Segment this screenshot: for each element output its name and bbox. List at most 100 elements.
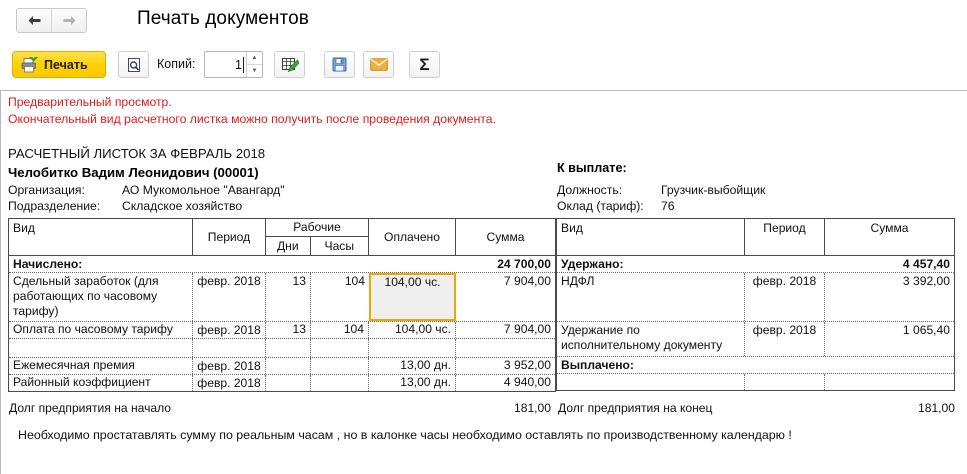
row-period: [745, 357, 825, 373]
printer-icon: [21, 56, 38, 72]
row-hours: [311, 358, 369, 374]
row-sum: 3 392,00: [902, 274, 950, 288]
copies-spinner-arrows[interactable]: ▲ ▼: [246, 52, 262, 77]
salary-rate-label: Оклад (тариф):: [557, 199, 644, 213]
save-button[interactable]: [324, 51, 355, 78]
row-period: февр. 2018: [193, 273, 266, 321]
row-period: февр. 2018: [193, 358, 266, 374]
table-row[interactable]: [9, 339, 555, 358]
row-type: [557, 374, 745, 390]
paid-out-label: Выплачено:: [561, 357, 634, 372]
header-period: Период: [745, 219, 825, 255]
table-row[interactable]: Оплата по часовому тарифу февр. 2018 13 …: [9, 322, 555, 339]
header-paid: Оплачено: [369, 219, 456, 255]
document-comment: Необходимо простатавлять сумму по реальн…: [18, 428, 792, 442]
row-period: февр. 2018: [745, 273, 825, 321]
preview-warning-line-2: Окончательный вид расчетного листка можн…: [8, 112, 496, 126]
to-pay-heading: К выплате:: [557, 161, 627, 175]
window-top-bar: Печать документов: [0, 0, 967, 44]
toolbar: Печать Копий: 1 ▲ ▼: [0, 44, 967, 90]
floppy-save-icon: [332, 57, 347, 72]
accruals-table[interactable]: Вид Период Рабочие Дни Часы Оплачено Сум…: [8, 218, 556, 392]
debt-end-value: 181,00: [918, 401, 955, 415]
back-arrow-icon: [28, 16, 40, 25]
row-paid: [369, 339, 456, 357]
department-value: Складское хозяйство: [122, 199, 243, 213]
row-type: [9, 339, 193, 357]
edit-table-pencil-icon: [281, 57, 299, 72]
table-row[interactable]: НДФЛ февр. 2018 3 392,00: [557, 273, 954, 322]
copies-spinner-down[interactable]: ▼: [247, 64, 262, 77]
navigation-buttons: [16, 8, 87, 33]
copies-input[interactable]: 1: [205, 52, 246, 77]
accruals-header-row: Вид Период Рабочие Дни Часы Оплачено Сум…: [9, 219, 555, 256]
row-type: Оплата по часовому тарифу: [9, 322, 193, 338]
preview-button[interactable]: [118, 51, 149, 78]
row-period: февр. 2018: [745, 322, 825, 356]
row-type: Ежемесячная премия: [9, 358, 193, 374]
row-period: [193, 339, 266, 357]
row-paid: 13,00 дн.: [369, 358, 456, 374]
row-days: [266, 339, 311, 357]
row-days: 13: [266, 322, 311, 338]
copies-stepper[interactable]: 1 ▲ ▼: [204, 51, 263, 78]
header-sum: Сумма: [870, 221, 909, 235]
row-hours: 104: [311, 322, 369, 338]
envelope-icon: [369, 58, 388, 71]
document-preview-pane[interactable]: Предварительный просмотр. Окончательный …: [0, 90, 967, 474]
debt-start-value: 181,00: [514, 401, 551, 415]
page-preview-icon: [127, 57, 140, 72]
table-row[interactable]: Удержание по исполнительному документу ф…: [557, 322, 954, 357]
table-row[interactable]: Районный коэффициент февр. 2018 13,00 дн…: [9, 375, 555, 391]
organization-value: АО Мукомольное "Авангард": [122, 183, 285, 197]
back-button[interactable]: [17, 9, 51, 32]
table-row[interactable]: Выплачено:: [557, 357, 954, 374]
row-sum: [825, 357, 954, 373]
row-hours: [311, 375, 369, 391]
sum-button[interactable]: Σ: [409, 51, 440, 78]
table-row[interactable]: [557, 374, 954, 390]
salary-rate-value: 76: [661, 199, 675, 213]
preview-warning-line-1: Предварительный просмотр.: [8, 95, 172, 109]
row-hours: 104: [344, 274, 365, 288]
row-paid-selected-cell[interactable]: 104,00 чс.: [369, 273, 456, 321]
forward-button[interactable]: [51, 9, 86, 32]
debt-end-label: Долг предприятия на конец: [558, 401, 713, 415]
header-sum: Сумма: [486, 229, 525, 244]
row-type: Сдельный заработок (для работающих по ча…: [9, 273, 193, 321]
row-type: НДФЛ: [557, 273, 745, 321]
row-days: 13: [266, 273, 311, 321]
header-worked-label: Рабочие: [266, 219, 368, 237]
sigma-sum-icon: Σ: [419, 55, 430, 74]
accruals-section-sum: 24 700,00: [497, 256, 551, 271]
department-label: Подразделение:: [8, 199, 101, 213]
row-sum: [456, 339, 555, 357]
deductions-header-row: Вид Период Сумма: [557, 219, 954, 256]
row-paid: 104,00 чс.: [369, 322, 456, 338]
copies-label: Копий:: [157, 57, 196, 71]
row-sum: 1 065,40: [902, 323, 950, 337]
send-mail-button[interactable]: [363, 51, 394, 78]
payslip-heading: РАСЧЕТНЫЙ ЛИСТОК ЗА ФЕВРАЛЬ 2018: [8, 146, 266, 161]
header-period: Период: [193, 219, 266, 255]
print-button[interactable]: Печать: [12, 51, 106, 78]
position-value: Грузчик-выбойщик: [661, 183, 766, 197]
print-button-label: Печать: [44, 57, 88, 72]
edit-table-button[interactable]: [274, 51, 305, 78]
row-hours: [311, 339, 369, 357]
table-row[interactable]: Сдельный заработок (для работающих по ча…: [9, 273, 555, 322]
row-days: [266, 375, 311, 391]
row-type: Районный коэффициент: [9, 375, 193, 391]
position-label: Должность:: [557, 183, 623, 197]
copies-spinner-up[interactable]: ▲: [251, 55, 258, 61]
accruals-section-row: Начислено: 24 700,00: [9, 256, 555, 273]
deductions-table[interactable]: Вид Период Сумма Удержано: 4 457,40 НДФЛ…: [556, 218, 955, 391]
row-sum: 7 904,00: [503, 322, 551, 336]
forward-arrow-icon: [63, 16, 75, 25]
row-period: февр. 2018: [193, 322, 266, 338]
row-sum: [825, 374, 954, 390]
row-days: [266, 358, 311, 374]
table-row[interactable]: Ежемесячная премия февр. 2018 13,00 дн. …: [9, 358, 555, 375]
deductions-section-row: Удержано: 4 457,40: [557, 256, 954, 273]
deductions-section-sum: 4 457,40: [902, 256, 950, 271]
